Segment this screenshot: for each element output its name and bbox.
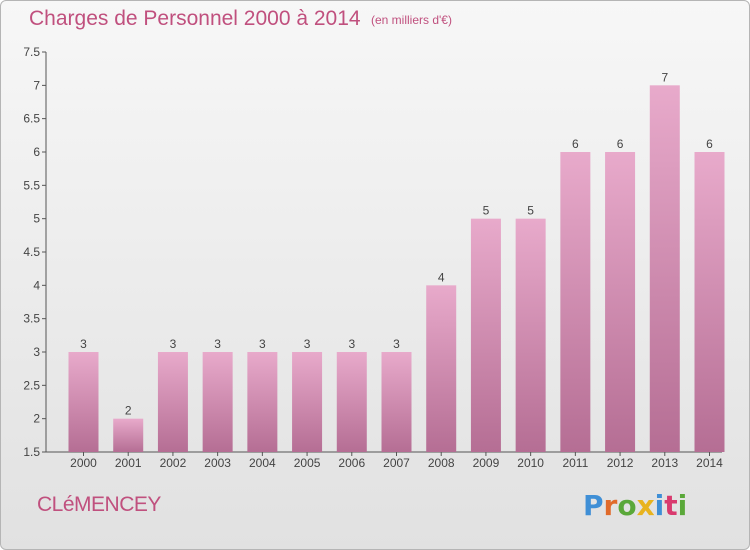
x-tick-label: 2013 [651, 456, 678, 470]
logo-letter: r [603, 489, 618, 522]
y-tick-label: 4.5 [23, 245, 40, 259]
y-tick-label: 6 [33, 145, 40, 159]
logo-letter: o [617, 489, 637, 522]
x-tick-label: 2002 [160, 456, 187, 470]
logo-letter: P [583, 489, 604, 522]
y-tick-label: 3 [33, 345, 40, 359]
x-tick-label: 2006 [338, 456, 365, 470]
y-tick-label: 2 [33, 412, 40, 426]
data-label-2002: 3 [170, 337, 177, 351]
logo-letter: i [654, 489, 665, 522]
data-label-2005: 3 [304, 337, 311, 351]
x-tick-label: 2001 [115, 456, 142, 470]
commune-name: CLéMENCEY [37, 493, 161, 516]
bar-2005 [292, 352, 323, 452]
data-label-2008: 4 [438, 270, 445, 284]
bar-2008 [426, 285, 457, 452]
bar-2003 [202, 352, 233, 452]
bar-2006 [336, 352, 367, 452]
data-label-2009: 5 [483, 204, 490, 218]
data-label-2010: 5 [527, 204, 534, 218]
data-label-2013: 7 [661, 70, 668, 84]
data-label-2000: 3 [80, 337, 87, 351]
x-tick-label: 2011 [562, 456, 588, 470]
logo-letter: i [677, 489, 688, 522]
x-tick-label: 2004 [249, 456, 276, 470]
y-tick-label: 2.5 [23, 378, 40, 392]
x-tick-label: 2010 [517, 456, 544, 470]
bar-2014 [694, 152, 725, 452]
logo-letter: t [664, 489, 678, 522]
data-label-2006: 3 [348, 337, 355, 351]
data-label-2004: 3 [259, 337, 266, 351]
bar-2012 [605, 152, 636, 452]
y-tick-label: 1.5 [23, 445, 40, 459]
chart-subtitle: (en milliers d'€) [371, 13, 452, 27]
bar-2002 [157, 352, 188, 452]
y-tick-label: 5 [33, 212, 40, 226]
x-tick-label: 2014 [696, 456, 723, 470]
data-label-2003: 3 [214, 337, 221, 351]
x-tick-label: 2003 [204, 456, 231, 470]
bar-2007 [381, 352, 412, 452]
y-tick-label: 5.5 [23, 178, 40, 192]
y-tick-label: 3.5 [23, 312, 40, 326]
bars: 3 2 3 3 3 3 3 3 4 5 5 6 6 7 6 [68, 70, 725, 452]
data-label-2007: 3 [393, 337, 400, 351]
x-tick-label: 2009 [473, 456, 500, 470]
bar-2010 [515, 218, 546, 452]
bar-2004 [247, 352, 278, 452]
y-tick-label: 7 [33, 78, 40, 92]
y-tick-label: 7.5 [23, 45, 40, 59]
y-axis: 1.5 2 2.5 3 3.5 4 4.5 5 5.5 6 6.5 7 7.5 [23, 45, 47, 459]
chart-title: Charges de Personnel 2000 à 2014 [29, 7, 361, 30]
logo-letter: x [636, 489, 655, 522]
data-label-2001: 2 [125, 404, 132, 418]
bar-2000 [68, 352, 99, 452]
x-axis: 2000 2001 2002 2003 2004 2005 2006 2007 2008 2009… [46, 451, 723, 470]
x-tick-label: 2008 [428, 456, 455, 470]
x-tick-label: 2012 [607, 456, 634, 470]
bar-2011 [560, 152, 591, 452]
x-tick-label: 2007 [383, 456, 410, 470]
y-tick-label: 6.5 [23, 112, 40, 126]
bar-2013 [649, 85, 680, 452]
bar-2001 [113, 418, 144, 452]
y-tick-label: 4 [33, 278, 40, 292]
data-label-2011: 6 [572, 137, 579, 151]
proxiti-logo[interactable]: Proxiti [583, 489, 687, 522]
bar-2009 [470, 218, 501, 452]
data-label-2012: 6 [617, 137, 624, 151]
x-tick-label: 2005 [294, 456, 321, 470]
x-tick-label: 2000 [70, 456, 97, 470]
data-label-2014: 6 [706, 137, 713, 151]
